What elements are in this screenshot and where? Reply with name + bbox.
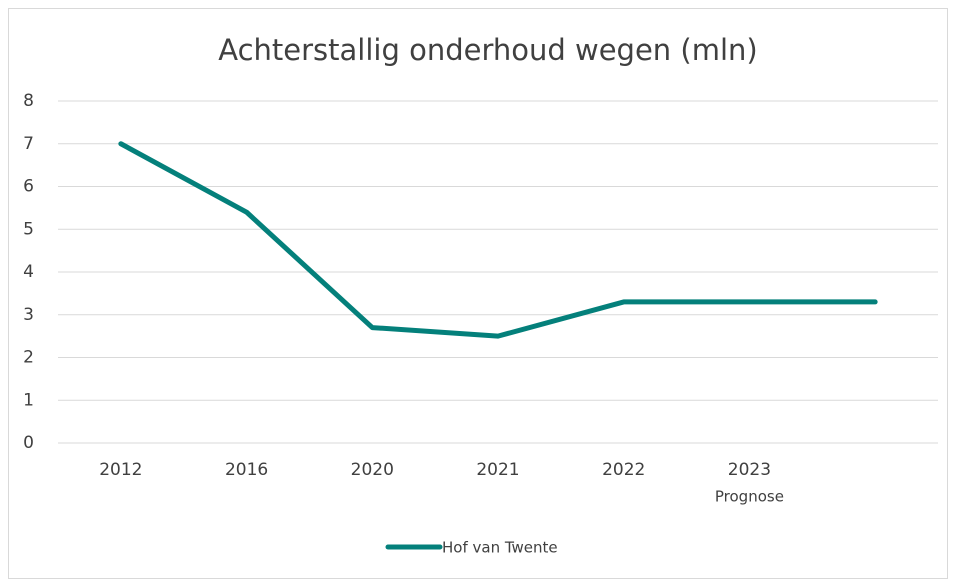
chart-title: Achterstallig onderhoud wegen (mln) [218, 33, 757, 67]
y-tick-label: 6 [23, 177, 34, 197]
legend-label: Hof van Twente [442, 539, 558, 557]
x-tick-label: 2020 [351, 460, 394, 480]
y-tick-label: 4 [23, 262, 34, 282]
y-tick-label: 0 [23, 433, 34, 453]
y-tick-label: 3 [23, 305, 34, 325]
y-tick-label: 8 [23, 91, 34, 111]
y-tick-label: 5 [23, 219, 34, 239]
x-tick-label: 2022 [602, 460, 645, 480]
x-tick-label: 2023 [728, 460, 771, 480]
chart-frame [8, 8, 948, 579]
y-tick-label: 7 [23, 134, 34, 154]
y-tick-label: 2 [23, 348, 34, 368]
x-tick-label: 2012 [99, 460, 142, 480]
x-tick-label: 2021 [476, 460, 519, 480]
x-tick-label: 2016 [225, 460, 268, 480]
y-tick-label: 1 [23, 390, 34, 410]
data-line [118, 141, 878, 339]
x-tick-note: Prognose [715, 488, 784, 506]
